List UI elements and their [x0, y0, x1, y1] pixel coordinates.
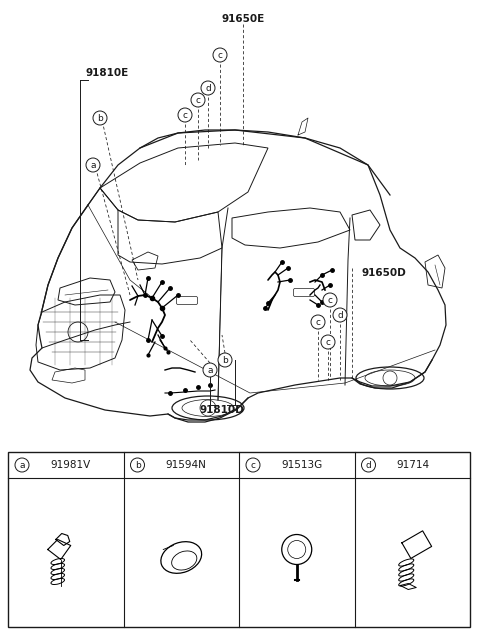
Circle shape	[323, 293, 337, 307]
Circle shape	[93, 111, 107, 125]
Text: a: a	[207, 366, 213, 375]
Circle shape	[361, 458, 375, 472]
Text: a: a	[19, 461, 25, 469]
Circle shape	[311, 315, 325, 329]
Circle shape	[15, 458, 29, 472]
Circle shape	[333, 308, 347, 322]
Text: 91513G: 91513G	[281, 460, 322, 470]
Text: d: d	[366, 461, 372, 469]
Text: c: c	[325, 338, 331, 347]
Text: 91650E: 91650E	[221, 14, 264, 24]
Text: 91810E: 91810E	[85, 68, 128, 78]
Text: c: c	[182, 110, 188, 120]
Text: d: d	[337, 310, 343, 320]
Text: 91981V: 91981V	[50, 460, 90, 470]
Circle shape	[213, 48, 227, 62]
Text: b: b	[222, 355, 228, 364]
Text: 91594N: 91594N	[166, 460, 206, 470]
Circle shape	[246, 458, 260, 472]
Text: a: a	[90, 161, 96, 169]
Text: c: c	[195, 96, 201, 104]
Text: b: b	[134, 461, 140, 469]
Text: b: b	[97, 113, 103, 122]
Circle shape	[191, 93, 205, 107]
Text: c: c	[327, 296, 333, 304]
Text: c: c	[251, 461, 255, 469]
Circle shape	[203, 363, 217, 377]
Text: c: c	[217, 50, 223, 59]
Text: 91650D: 91650D	[362, 268, 407, 278]
Text: 91810D: 91810D	[200, 405, 244, 415]
Text: 91714: 91714	[396, 460, 430, 470]
Circle shape	[218, 353, 232, 367]
Text: c: c	[315, 317, 321, 327]
Circle shape	[178, 108, 192, 122]
Circle shape	[321, 335, 335, 349]
Circle shape	[131, 458, 144, 472]
Circle shape	[86, 158, 100, 172]
Text: d: d	[205, 83, 211, 92]
Circle shape	[201, 81, 215, 95]
